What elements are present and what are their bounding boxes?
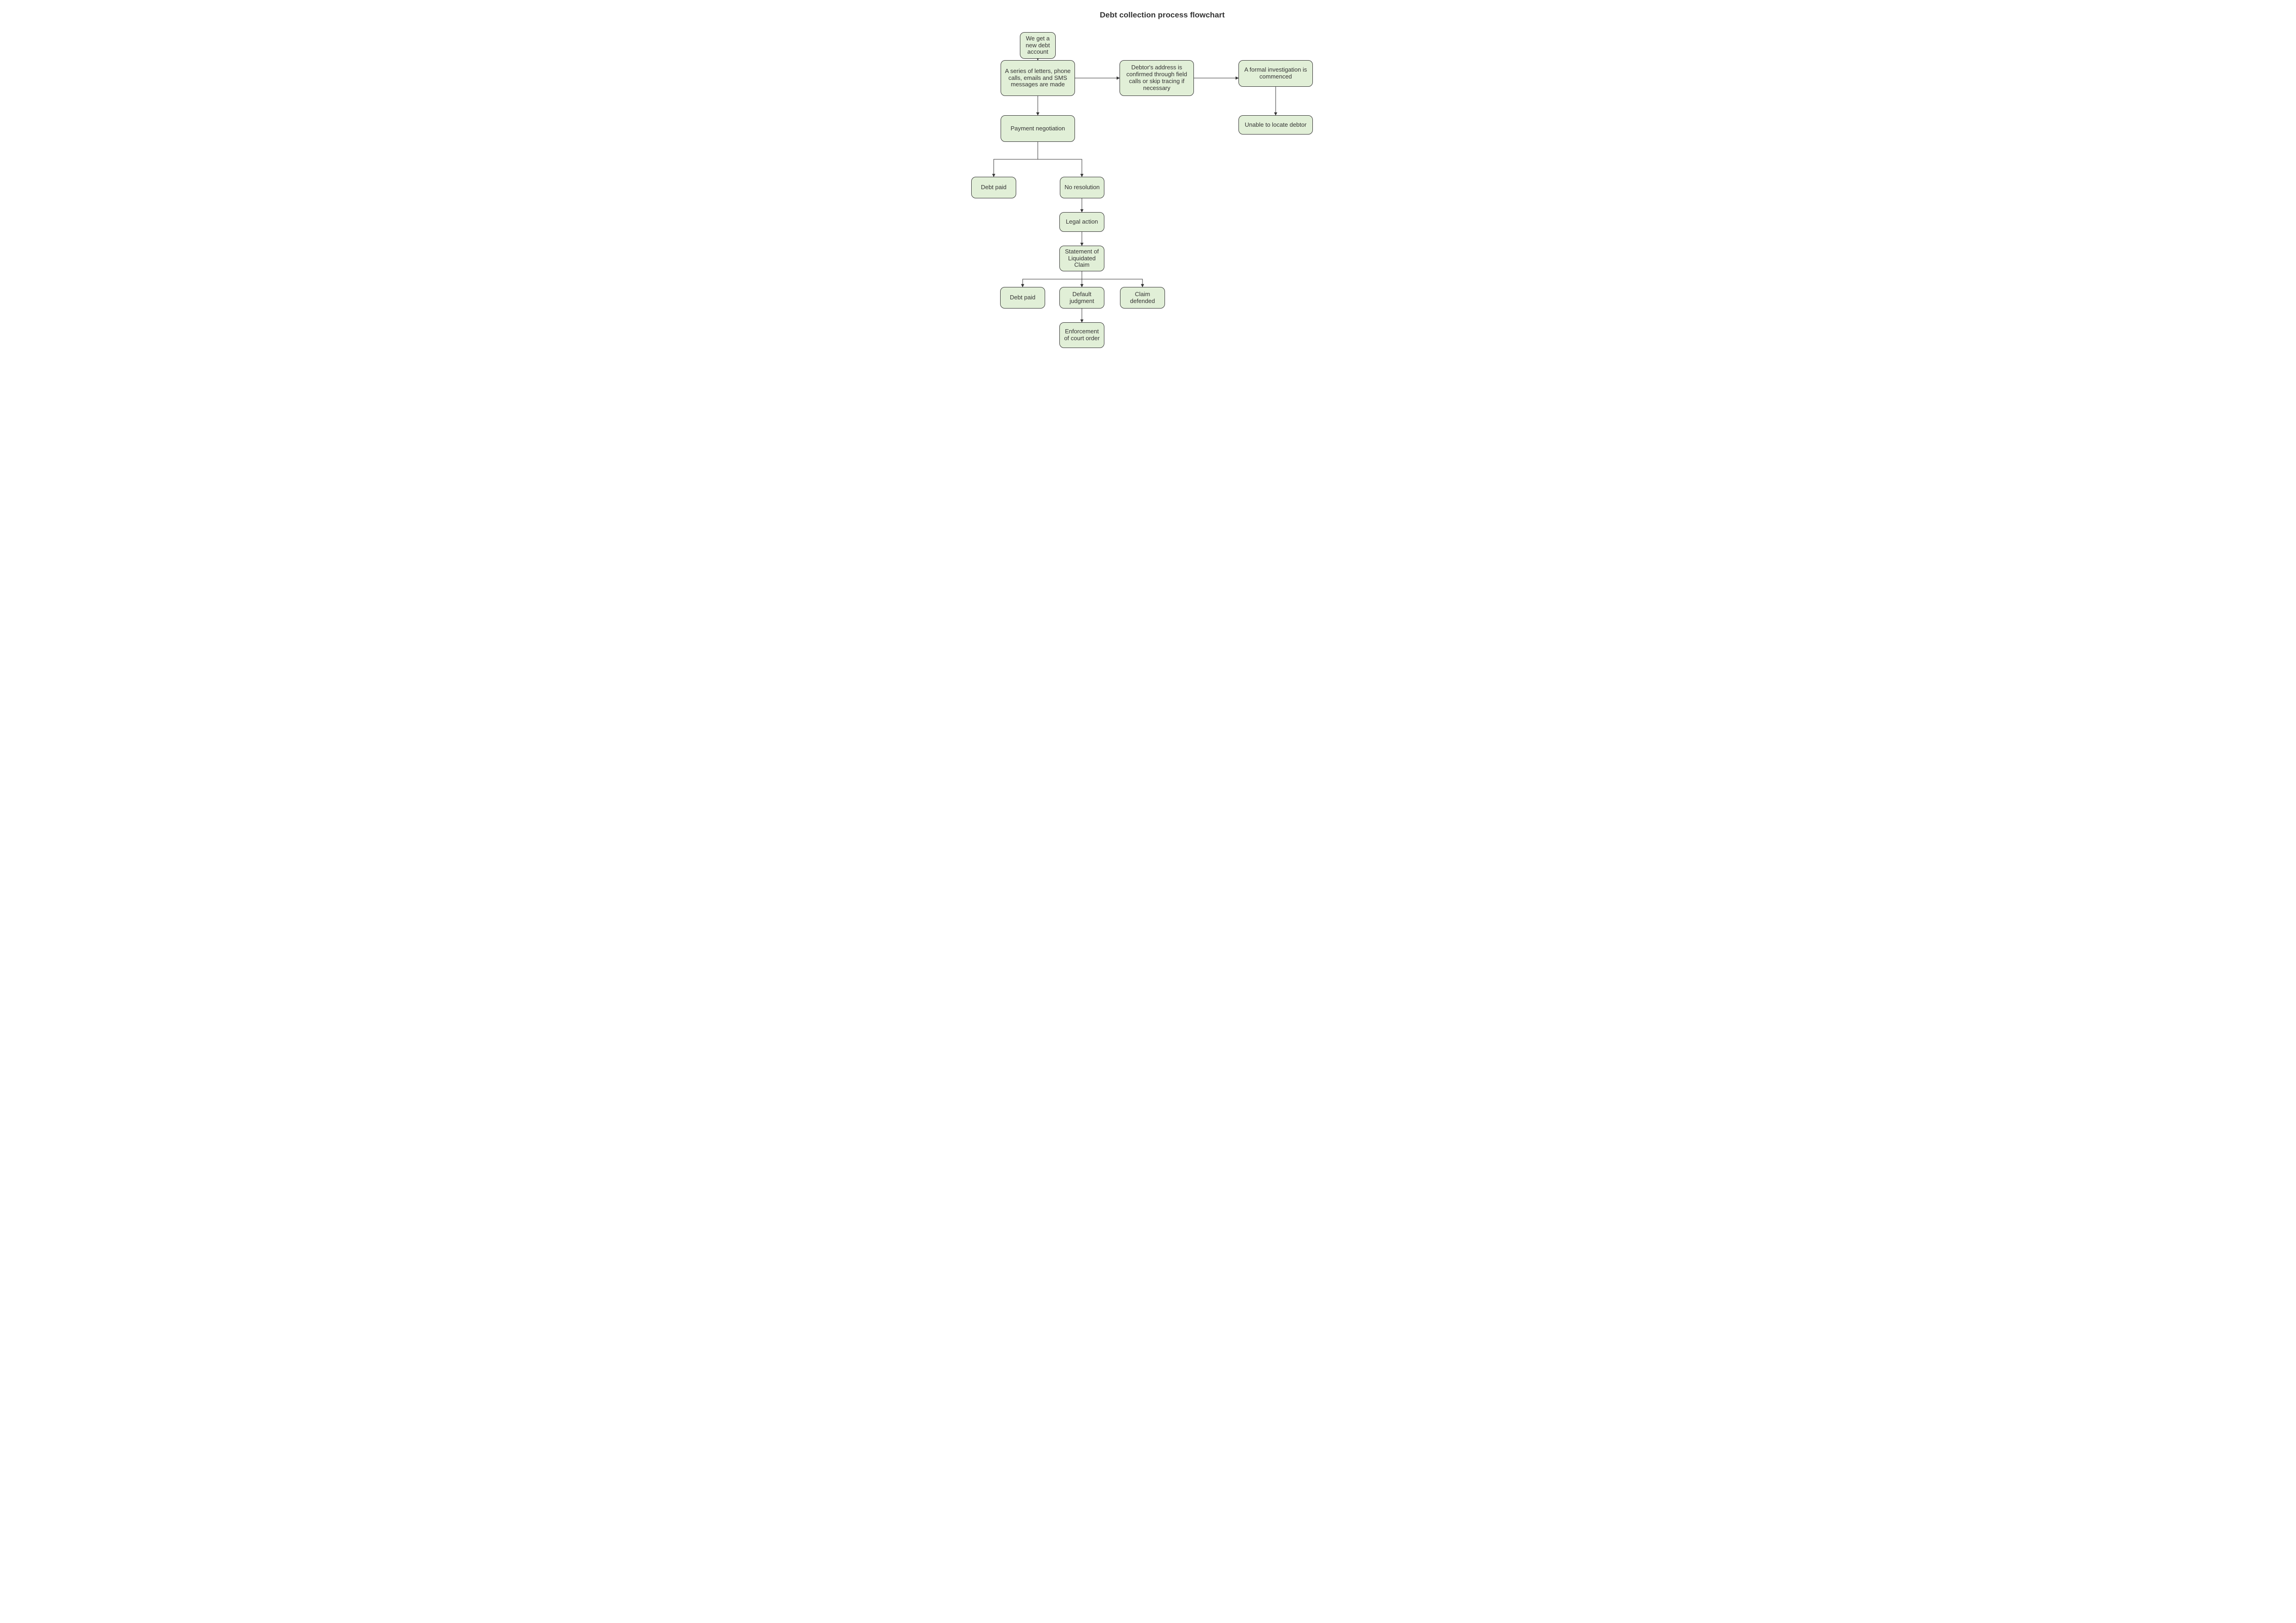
flowchart-node-label: A formal investigation is commenced — [1242, 67, 1310, 80]
flowchart-node-label: Debtor's address is confirmed through fi… — [1123, 64, 1191, 92]
flowchart-node-label: Debt paid — [1010, 294, 1035, 301]
flowchart-node-n1: We get a new debt account — [1020, 32, 1056, 59]
flowchart-title: Debt collection process flowchart — [1089, 11, 1236, 20]
flowchart-node-n5: Unable to locate debtor — [1238, 115, 1313, 135]
flowchart-node-n13: Claim defended — [1120, 287, 1165, 309]
flowchart-node-label: We get a new debt account — [1023, 35, 1052, 56]
flowchart-node-label: Claim defended — [1123, 291, 1162, 305]
flowchart-edge — [1038, 142, 1082, 177]
flowchart-node-label: Legal action — [1066, 219, 1098, 225]
flowchart-node-label: Statement of Liquidated Claim — [1063, 248, 1101, 269]
flowchart-node-n11: Debt paid — [1000, 287, 1045, 309]
flowchart-node-n7: Debt paid — [971, 177, 1016, 198]
flowchart-node-n8: No resolution — [1060, 177, 1104, 198]
flowchart-node-n9: Legal action — [1059, 212, 1104, 232]
flowchart-node-n10: Statement of Liquidated Claim — [1059, 246, 1104, 271]
flowchart-node-n6: Payment negotiation — [1001, 115, 1075, 142]
flowchart-node-n12: Default judgment — [1059, 287, 1104, 309]
flowchart-edge — [1023, 271, 1082, 287]
flowchart-node-n14: Enforcement of court order — [1059, 322, 1104, 348]
flowchart-node-n4: A formal investigation is commenced — [1238, 60, 1313, 87]
flowchart-edge — [994, 142, 1038, 177]
flowchart-node-n2: A series of letters, phone calls, emails… — [1001, 60, 1075, 96]
flowchart-node-label: No resolution — [1064, 184, 1100, 191]
flowchart-node-label: Unable to locate debtor — [1245, 122, 1306, 129]
flowchart-node-label: Payment negotiation — [1011, 125, 1065, 132]
flowchart-edge — [1082, 271, 1142, 287]
flowchart-canvas: Debt collection process flowchart We get… — [861, 0, 1435, 406]
flowchart-node-label: Debt paid — [981, 184, 1007, 191]
flowchart-node-label: A series of letters, phone calls, emails… — [1004, 68, 1072, 89]
flowchart-node-label: Default judgment — [1063, 291, 1101, 305]
flowchart-node-label: Enforcement of court order — [1063, 328, 1101, 342]
flowchart-node-n3: Debtor's address is confirmed through fi… — [1120, 60, 1194, 96]
